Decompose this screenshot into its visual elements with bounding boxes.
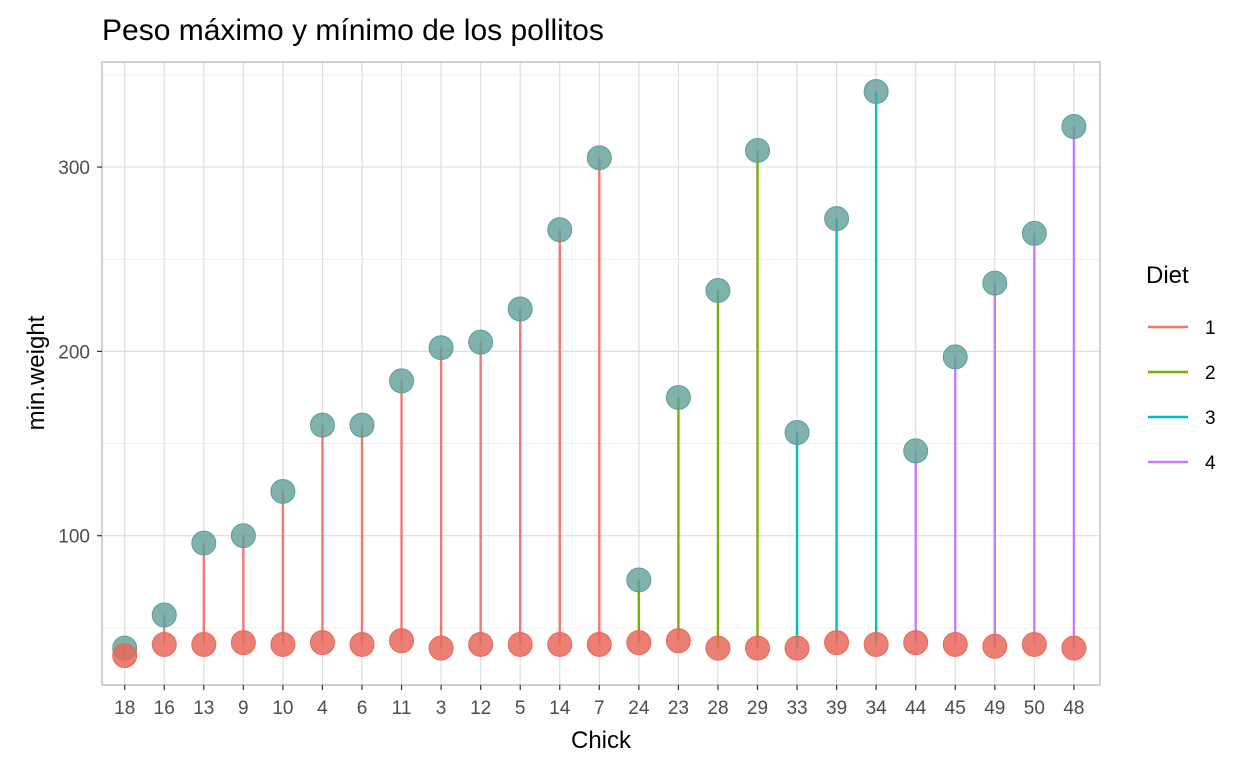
x-tick-label: 23 [668,698,689,719]
x-tick-label: 44 [905,698,927,719]
segments [123,91,1076,656]
min-weight-point [784,635,810,661]
legend-entry-label: 2 [1205,363,1216,384]
x-tick-label: 3 [436,698,447,719]
x-tick-label: 5 [515,698,526,719]
max-weight-point [1061,114,1087,140]
points [112,78,1087,669]
max-weight-point [626,567,652,593]
legend-entry-label: 4 [1205,453,1216,474]
min-weight-point [270,631,296,657]
chart-title: Peso máximo y mínimo de los pollitos [102,14,604,47]
min-weight-point [982,633,1008,659]
min-weight-point [349,631,375,657]
max-weight-point [468,329,494,355]
min-weight-point [389,628,415,654]
y-tick-label: 300 [58,158,90,179]
min-weight-point [705,635,731,661]
max-weight-point [191,530,217,556]
x-tick-label: 39 [826,698,847,719]
min-weight-point [824,630,850,656]
x-tick-label: 12 [470,698,491,719]
min-weight-point [903,630,929,656]
x-tick-label: 49 [984,698,1005,719]
legend-title: Diet [1146,262,1189,289]
min-weight-point [665,628,691,654]
min-weight-point [191,631,217,657]
x-tick-label: 29 [747,698,768,719]
min-weight-point [626,630,652,656]
x-tick-label: 7 [594,698,605,719]
max-weight-point [824,206,850,232]
y-axis: 100 200 300 [58,158,102,548]
max-weight-point [349,412,375,438]
x-tick-label: 10 [272,698,293,719]
min-weight-point [151,631,177,657]
min-weight-point [507,631,533,657]
max-weight-point [428,335,454,361]
max-weight-point [863,78,889,104]
x-tick-label: 24 [628,698,650,719]
max-weight-point [982,270,1008,296]
x-tick-label: 18 [114,698,135,719]
min-weight-point [1021,631,1047,657]
legend: Diet 1 2 3 4 [1146,262,1216,474]
min-weight-point [230,630,256,656]
x-tick-label: 9 [238,698,249,719]
max-weight-point [389,368,415,394]
max-weight-point [745,137,770,163]
x-tick-label: 28 [707,698,728,719]
min-weight-point [745,635,770,661]
panel-border [101,61,1101,686]
y-axis-label: min.weight [23,315,50,430]
max-weight-point [1021,220,1047,246]
x-tick-label: 33 [786,698,807,719]
max-weight-point [151,602,177,628]
max-weight-point [309,412,335,438]
x-axis-label: Chick [571,727,632,754]
min-weight-point [309,630,335,656]
max-weight-point [705,278,731,304]
x-tick-label: 50 [1024,698,1045,719]
x-tick-label: 48 [1063,698,1084,719]
x-tick-label: 11 [392,698,412,719]
x-tick-label: 14 [549,698,571,719]
x-tick-label: 16 [154,698,175,719]
max-weight-point [784,419,810,445]
max-weight-point [942,344,968,370]
min-weight-point [942,631,968,657]
max-weight-point [270,478,296,504]
min-weight-point [863,631,889,657]
max-weight-point [507,296,533,322]
x-tick-label: 4 [317,698,328,719]
max-weight-point [903,438,929,464]
x-tick-label: 34 [866,698,888,719]
x-tick-label: 13 [193,698,214,719]
min-weight-point [112,643,138,669]
x-tick-label: 45 [945,698,966,719]
legend-entry-label: 1 [1205,318,1216,339]
y-tick-label: 200 [58,342,90,363]
min-weight-point [1061,635,1087,661]
max-weight-point [586,145,612,171]
min-weight-point [547,631,573,657]
x-tick-label: 6 [357,698,368,719]
min-weight-point [586,631,612,657]
legend-entry-label: 3 [1205,408,1216,429]
min-weight-point [468,631,494,657]
min-weight-point [428,635,454,661]
max-weight-point [547,217,573,243]
y-tick-label: 100 [58,527,90,548]
x-axis: 18 16 13 9 10 4 6 11 3 12 5 14 7 24 23 28 29 33 39 34 44 45 49… [114,685,1084,719]
max-weight-point [230,523,256,549]
max-weight-point [665,384,691,410]
